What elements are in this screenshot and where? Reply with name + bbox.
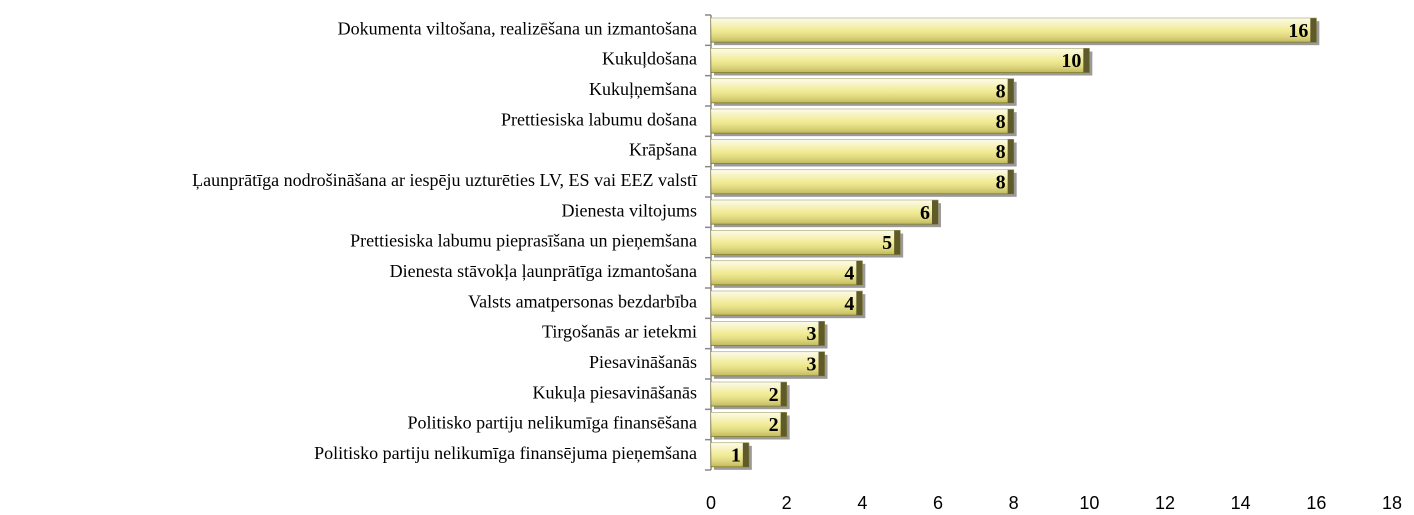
y-tick-label: Tirgošanās ar ietekmi <box>542 322 697 342</box>
bar-edge <box>780 412 787 437</box>
y-tick-label: Prettiesiska labumu pieprasīšana un pieņ… <box>350 231 697 251</box>
bar-edge <box>856 260 863 285</box>
x-tick-label: 4 <box>857 493 867 513</box>
bar-shine <box>711 260 863 285</box>
y-tick-label: Politisko partiju nelikumīga finansējuma… <box>314 443 697 463</box>
y-tick-label: Piesavināšanās <box>589 352 697 372</box>
y-tick-label: Krāpšana <box>629 140 697 160</box>
bar-edge <box>818 321 825 346</box>
bar-edge <box>932 200 938 225</box>
value-label: 8 <box>996 80 1006 102</box>
value-label: 2 <box>769 384 779 406</box>
bar-shine <box>711 139 1014 164</box>
bar-shine <box>711 109 1014 134</box>
bar-edge <box>1083 48 1090 73</box>
bar-shine <box>711 351 825 376</box>
bar-edge <box>1007 169 1014 194</box>
value-label: 8 <box>996 141 1006 163</box>
bar-shine <box>711 291 863 316</box>
y-tick-label: Dienesta stāvokļa ļaunprātīga izmantošan… <box>390 261 697 281</box>
bar-shine <box>711 442 749 467</box>
bar-shine <box>711 321 825 346</box>
x-tick-label: 18 <box>1382 493 1402 513</box>
bar-shine <box>711 230 901 255</box>
value-label: 4 <box>844 262 854 284</box>
bar-shine <box>711 200 938 225</box>
value-label: 6 <box>920 202 930 224</box>
y-tick-label: Valsts amatpersonas bezdarbība <box>468 291 697 311</box>
y-tick-label: Dokumenta viltošana, realizēšana un izma… <box>338 18 697 38</box>
y-tick-label: Kukuļa piesavināšanās <box>533 382 697 402</box>
bar-edge <box>1007 139 1014 164</box>
value-label: 8 <box>996 111 1006 133</box>
value-label: 2 <box>769 414 779 436</box>
bar-shine <box>711 412 787 437</box>
bar-edge <box>742 442 749 467</box>
bar-shine <box>711 78 1014 103</box>
x-tick-label: 2 <box>782 493 792 513</box>
y-tick-label: Prettiesiska labumu došana <box>501 109 697 129</box>
bar-edge <box>1007 78 1014 103</box>
value-label: 5 <box>882 232 892 254</box>
x-tick-label: 16 <box>1306 493 1326 513</box>
x-tick-label: 8 <box>1009 493 1019 513</box>
y-tick-label: Kukuļņemšana <box>589 79 697 99</box>
bar-edge <box>894 230 901 255</box>
x-tick-label: 12 <box>1155 493 1175 513</box>
bar-shine <box>711 18 1317 43</box>
y-tick-label: Politisko partiju nelikumīga finansēšana <box>408 413 697 433</box>
value-label: 16 <box>1288 20 1308 42</box>
x-tick-label: 0 <box>706 493 716 513</box>
bar-edge <box>818 351 825 376</box>
x-tick-label: 14 <box>1231 493 1251 513</box>
bar-edge <box>1310 18 1317 43</box>
bar-edge <box>780 382 787 407</box>
value-label: 8 <box>996 171 1006 193</box>
value-label: 3 <box>807 323 817 345</box>
bar-shine <box>711 169 1014 194</box>
bar-shine <box>711 382 787 407</box>
value-label: 3 <box>807 353 817 375</box>
y-tick-label: Kukuļdošana <box>602 49 697 69</box>
bar-edge <box>1007 109 1014 134</box>
value-label: 10 <box>1061 50 1081 72</box>
x-tick-label: 6 <box>933 493 943 513</box>
y-tick-label: Ļaunprātīga nodrošināšana ar iespēju uzt… <box>192 170 698 190</box>
bar-shine <box>711 48 1090 73</box>
y-tick-label: Dienesta viltojums <box>562 200 697 220</box>
x-tick-label: 10 <box>1079 493 1099 513</box>
bar-edge <box>856 291 863 316</box>
value-label: 4 <box>844 293 854 315</box>
value-label: 1 <box>731 444 741 466</box>
